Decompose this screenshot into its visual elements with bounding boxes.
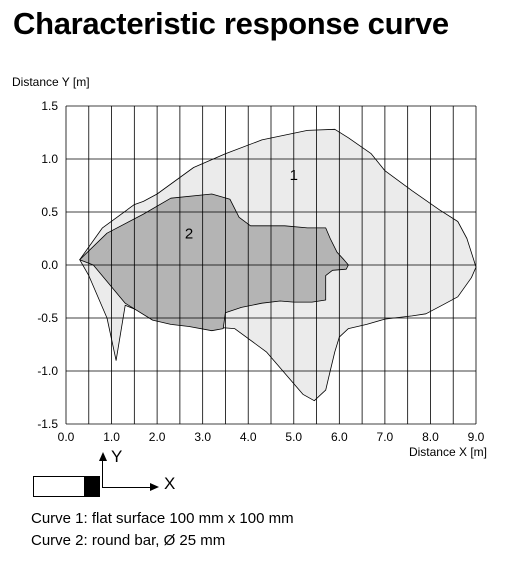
y-direction-line (102, 459, 103, 487)
axis-ticks: 0.0 1.0 2.0 3.0 4.0 5.0 6.0 7.0 8.0 9.0 1.5 1.0 0.5 0… (37, 99, 484, 444)
x-tick-label: 0.0 (58, 430, 75, 444)
curve-2-area (79, 193, 349, 332)
arrow-right-icon (150, 483, 159, 491)
x-tick-label: 2.0 (149, 430, 166, 444)
x-tick-label: 5.0 (285, 430, 302, 444)
sensor-body-icon (33, 476, 85, 497)
y-tick-label: 0.5 (41, 205, 58, 219)
x-tick-label: 8.0 (422, 430, 439, 444)
y-tick-label: -1.0 (37, 364, 58, 378)
curve-labels: 12 (185, 167, 298, 242)
curve-number-label: 1 (290, 167, 298, 184)
x-tick-label: 3.0 (194, 430, 211, 444)
sensor-face-icon (85, 476, 100, 497)
caption-curve-1: Curve 1: flat surface 100 mm x 100 mm (31, 510, 294, 527)
x-tick-label: 9.0 (468, 430, 485, 444)
y-tick-label: 0.0 (41, 258, 58, 272)
chart-title: Characteristic response curve (13, 6, 449, 41)
y-tick-label: 1.0 (41, 152, 58, 166)
x-tick-label: 4.0 (240, 430, 257, 444)
caption-curve-2: Curve 2: round bar, Ø 25 mm (31, 532, 226, 549)
arrow-up-icon (99, 452, 107, 461)
x-axis-label: Distance X [m] (408, 445, 487, 459)
response-curve-chart: 0.0 1.0 2.0 3.0 4.0 5.0 6.0 7.0 8.0 9.0 1.5 1.0 0.5 0… (37, 99, 484, 444)
y-axis-label: Distance Y [m] (12, 75, 90, 89)
x-direction-line (102, 487, 152, 488)
x-tick-label: 7.0 (377, 430, 394, 444)
x-tick-label: 1.0 (103, 430, 120, 444)
x-direction-label: X (164, 474, 176, 493)
y-tick-label: 1.5 (41, 99, 58, 113)
x-tick-label: 6.0 (331, 430, 348, 444)
y-tick-label: -0.5 (37, 311, 58, 325)
y-direction-label: Y (111, 447, 123, 466)
y-tick-label: -1.5 (37, 417, 58, 431)
curve-number-label: 2 (185, 226, 193, 243)
chart-grid (65, 105, 477, 425)
